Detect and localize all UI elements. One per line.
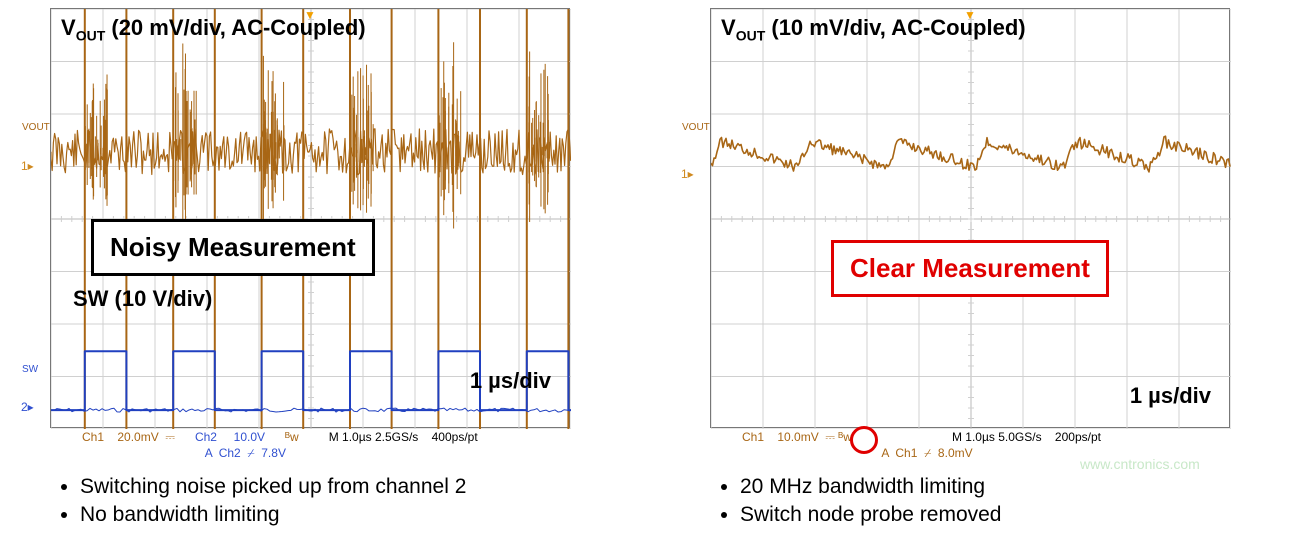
- bullet-item: No bandwidth limiting: [80, 503, 570, 527]
- right-measurement-box: Clear Measurement: [831, 240, 1109, 297]
- left-timediv-label: 1 µs/div: [470, 368, 551, 394]
- bandwidth-highlight-circle: [850, 426, 878, 454]
- bullet-item: Switch node probe removed: [740, 503, 1230, 527]
- left-measurement-box: Noisy Measurement: [91, 219, 375, 276]
- right-scope-column: ▼ VOUT (10 mV/div, AC-Coupled) Clear Mea…: [710, 8, 1230, 465]
- left-panel: VOUT1▸SW2▸ ▼ VOUT (20 mV/div, AC-Coupled…: [20, 8, 570, 531]
- left-scope-column: ▼ VOUT (20 mV/div, AC-Coupled) Noisy Mea…: [50, 8, 570, 465]
- left-bullets: Switching noise picked up from channel 2…: [20, 475, 570, 531]
- bullet-item: Switching noise picked up from channel 2: [80, 475, 570, 499]
- watermark: www.cntronics.com: [1080, 456, 1200, 472]
- right-panel: VOUT1▸ ▼ VOUT (10 mV/div, AC-Coupled) Cl…: [680, 8, 1230, 531]
- left-readout: Ch1 20.0mV ⎓ Ch2 10.0V ᴮw M 1.0µs 2.5GS/…: [50, 428, 570, 465]
- right-timediv-label: 1 µs/div: [1130, 383, 1211, 409]
- sw-channel-label: SW (10 V/div): [73, 286, 212, 312]
- left-gutter: VOUT1▸SW2▸: [20, 8, 50, 428]
- bullet-item: 20 MHz bandwidth limiting: [740, 475, 1230, 499]
- right-scope-canvas: [711, 9, 1231, 429]
- right-gutter: VOUT1▸: [680, 8, 710, 428]
- left-scope-title: VOUT (20 mV/div, AC-Coupled): [61, 15, 366, 43]
- right-bullets: 20 MHz bandwidth limiting Switch node pro…: [680, 475, 1230, 531]
- scope-right: ▼ VOUT (10 mV/div, AC-Coupled) Clear Mea…: [710, 8, 1230, 428]
- scope-left: ▼ VOUT (20 mV/div, AC-Coupled) Noisy Mea…: [50, 8, 570, 428]
- comparison-row: VOUT1▸SW2▸ ▼ VOUT (20 mV/div, AC-Coupled…: [20, 8, 1273, 531]
- right-scope-title: VOUT (10 mV/div, AC-Coupled): [721, 15, 1026, 43]
